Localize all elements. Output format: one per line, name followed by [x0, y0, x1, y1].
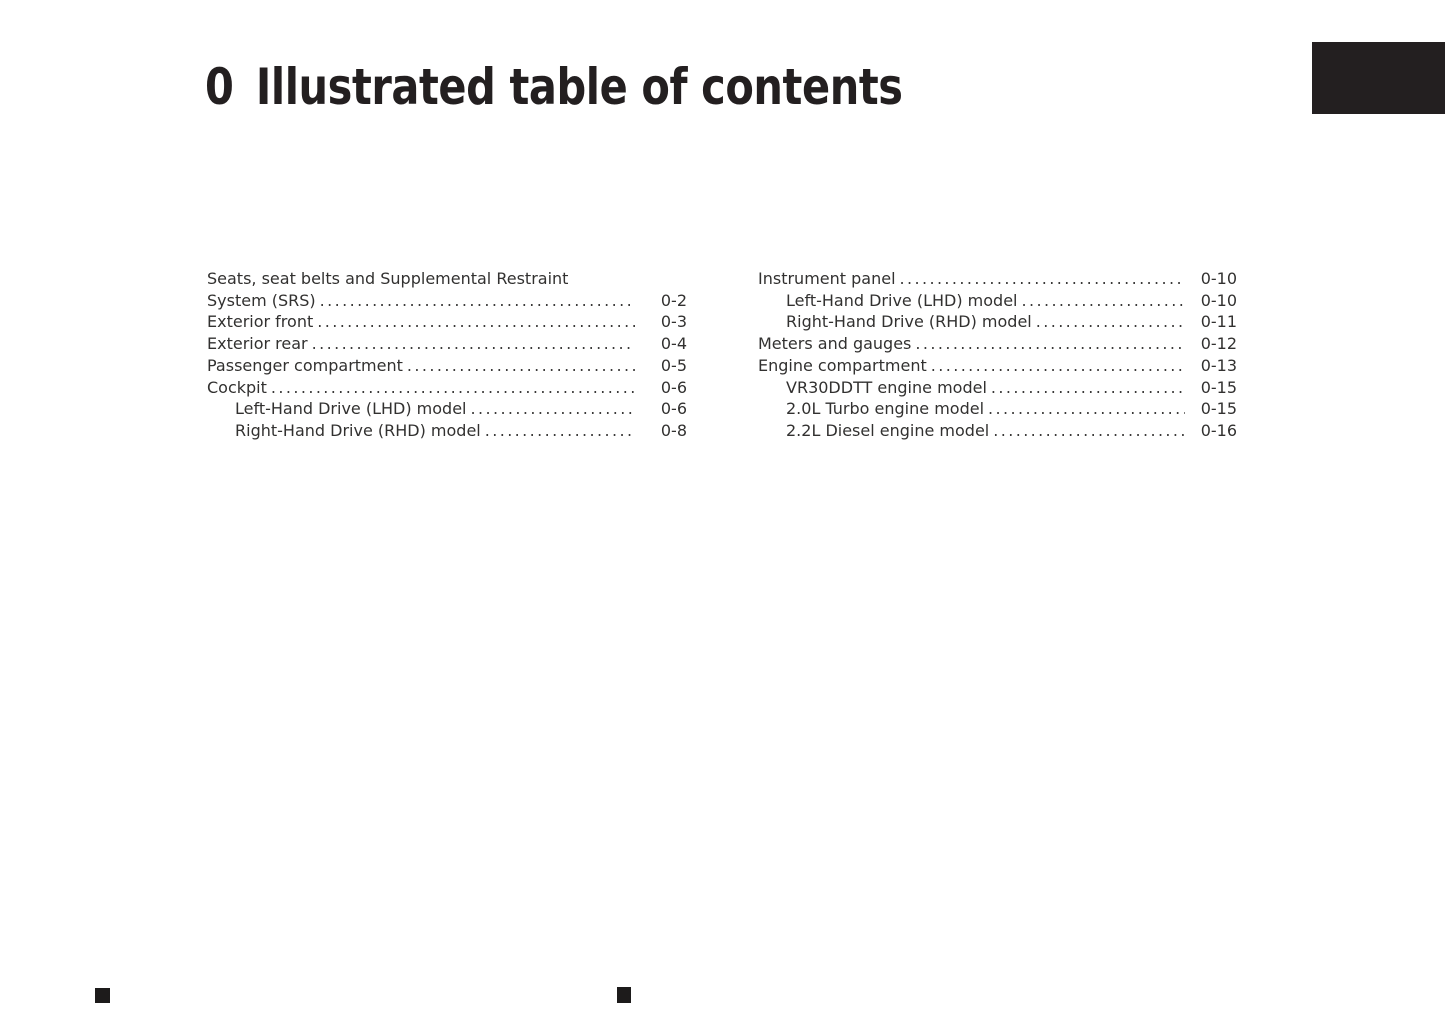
toc-dot-leader — [993, 420, 1185, 442]
toc-subentry[interactable]: Left-Hand Drive (LHD) model 0-10 — [758, 290, 1237, 312]
toc-entry-label: VR30DDTT engine model — [786, 377, 987, 397]
toc-entry-page: 0-15 — [1200, 377, 1237, 397]
toc-entry-label: 2.0L Turbo engine model — [786, 399, 985, 419]
toc-entry-label: Passenger compartment — [207, 355, 403, 375]
toc-dot-leader — [1022, 290, 1186, 312]
toc-subentry[interactable]: VR30DDTT engine model 0-15 — [758, 377, 1237, 399]
toc-left-column: Seats, seat belts and Supplemental Restr… — [207, 268, 687, 442]
toc-entry-page: 0-10 — [1200, 269, 1237, 288]
toc-entry-page: 0-5 — [660, 355, 687, 375]
toc-dot-leader — [485, 420, 635, 442]
toc-dot-leader — [1036, 311, 1185, 333]
toc-dot-leader — [931, 355, 1185, 377]
toc-right-column: Instrument panel 0-10 Left-Hand Drive (L… — [758, 268, 1237, 442]
toc-entry[interactable]: Passenger compartment 0-5 — [207, 355, 687, 377]
toc-entry-page: 0-2 — [660, 290, 687, 310]
toc-dot-leader — [317, 311, 635, 333]
toc-entry[interactable]: Engine compartment 0-13 — [758, 355, 1237, 377]
toc-subentry[interactable]: Right-Hand Drive (RHD) model 0-8 — [207, 420, 687, 442]
toc-entry[interactable]: Seats, seat belts and Supplemental Restr… — [207, 268, 687, 290]
toc-entry[interactable]: Instrument panel 0-10 — [758, 268, 1237, 290]
toc-entry-page: 0-16 — [1200, 420, 1237, 440]
toc-entry-label: System (SRS) — [207, 290, 316, 310]
toc-dot-leader — [991, 377, 1185, 399]
toc-entry-label: Engine compartment — [758, 355, 927, 375]
toc-entry-label: Left-Hand Drive (LHD) model — [786, 290, 1018, 310]
toc-entry[interactable]: Meters and gauges 0-12 — [758, 333, 1237, 355]
toc-entry-label: Exterior rear — [207, 334, 308, 354]
toc-entry-page: 0-13 — [1200, 355, 1237, 375]
toc-entry[interactable]: Cockpit 0-6 — [207, 377, 687, 399]
toc-entry-page: 0-6 — [660, 399, 687, 419]
toc-entry-page: 0-15 — [1200, 399, 1237, 419]
toc-entry-page: 0-6 — [660, 377, 687, 397]
toc-entry-page: 0-8 — [660, 420, 687, 440]
toc-dot-leader — [320, 290, 635, 312]
toc-entry-label: Cockpit — [207, 377, 267, 397]
chapter-tab-marker — [1312, 42, 1445, 114]
toc-entry[interactable]: Exterior rear 0-4 — [207, 333, 687, 355]
toc-entry-label: Meters and gauges — [758, 334, 912, 354]
toc-entry[interactable]: Exterior front 0-3 — [207, 311, 687, 333]
toc-dot-leader — [312, 333, 635, 355]
toc-entry-label: 2.2L Diesel engine model — [786, 420, 990, 440]
toc-subentry[interactable]: Left-Hand Drive (LHD) model 0-6 — [207, 398, 687, 420]
toc-entry-label: Right-Hand Drive (RHD) model — [786, 312, 1032, 332]
toc-entry-label: Instrument panel — [758, 269, 896, 288]
toc-dot-leader — [915, 333, 1185, 355]
toc-subentry[interactable]: 2.2L Diesel engine model 0-16 — [758, 420, 1237, 442]
toc-entry-label: Exterior front — [207, 312, 314, 332]
toc-entry-label: Seats, seat belts and Supplemental Restr… — [207, 269, 569, 288]
toc-entry-page: 0-10 — [1200, 290, 1237, 310]
toc-entry-label: Right-Hand Drive (RHD) model — [235, 420, 481, 440]
print-registration-mark-center — [617, 987, 631, 1003]
print-registration-mark-left — [95, 988, 110, 1003]
toc-entry-page: 0-11 — [1200, 312, 1237, 332]
toc-entry-page: 0-4 — [660, 334, 687, 354]
chapter-number: 0 — [205, 58, 234, 116]
chapter-title: Illustrated table of contents — [255, 58, 903, 116]
toc-entry-label: Left-Hand Drive (LHD) model — [235, 399, 467, 419]
toc-dot-leader — [471, 398, 636, 420]
toc-dot-leader — [988, 398, 1185, 420]
toc-dot-leader — [271, 377, 635, 399]
toc-subentry[interactable]: 2.0L Turbo engine model 0-15 — [758, 398, 1237, 420]
toc-entry[interactable]: System (SRS) 0-2 — [207, 290, 687, 312]
toc-entry-page: 0-3 — [660, 312, 687, 332]
toc-entry-page: 0-12 — [1200, 334, 1237, 354]
toc-subentry[interactable]: Right-Hand Drive (RHD) model 0-11 — [758, 311, 1237, 333]
toc-dot-leader — [900, 268, 1185, 290]
page-title: 0 Illustrated table of contents — [205, 62, 903, 112]
toc-dot-leader — [407, 355, 635, 377]
